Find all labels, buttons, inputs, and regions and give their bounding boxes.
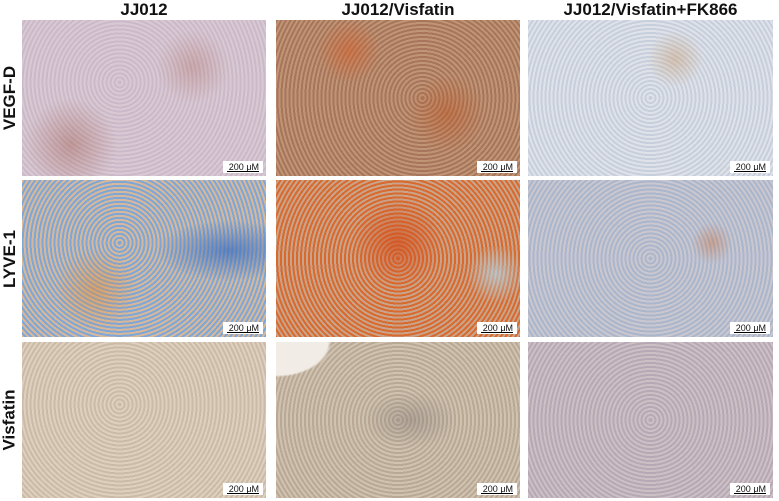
row-label-text: LYVE-1 [0, 229, 19, 288]
scale-bar: 200 μM [222, 483, 263, 495]
column-label-jj012-visfatin-fk866: JJ012/Visfatin+FK866 [563, 0, 738, 19]
scale-bar: 200 μM [476, 161, 517, 173]
micrograph-fk866-lyve-1: 200 μM [528, 180, 773, 337]
micrograph-jj012-vegf-d: 200 μM [22, 20, 266, 176]
scale-bar: 200 μM [729, 161, 770, 173]
micrograph-jj012-visfatin-stain: 200 μM [22, 342, 266, 498]
scale-bar: 200 μM [476, 483, 517, 495]
scale-bar: 200 μM [729, 322, 770, 334]
micrograph-fk866-visfatin-stain: 200 μM [528, 342, 773, 498]
row-label-lyve-1: LYVE-1 [0, 180, 20, 337]
row-label-text: Visfatin [0, 389, 19, 451]
micrograph-jj012-lyve-1: 200 μM [22, 180, 266, 337]
scale-bar: 200 μM [476, 322, 517, 334]
scale-bar: 200 μM [222, 322, 263, 334]
micrograph-jj012-visfatin-visfatin-stain: 200 μM [276, 342, 520, 498]
column-label-jj012-visfatin: JJ012/Visfatin [341, 0, 455, 19]
micrograph-fk866-vegf-d: 200 μM [528, 20, 773, 176]
scale-bar: 200 μM [222, 161, 263, 173]
row-label-text: VEGF-D [0, 65, 20, 131]
row-label-visfatin: Visfatin [0, 342, 20, 498]
scale-bar: 200 μM [729, 483, 770, 495]
column-label-jj012: JJ012 [120, 0, 168, 19]
micrograph-jj012-visfatin-vegf-d: 200 μM [276, 20, 520, 176]
row-label-vegf-d: VEGF-D [0, 20, 20, 176]
micrograph-jj012-visfatin-lyve-1: 200 μM [276, 180, 520, 337]
